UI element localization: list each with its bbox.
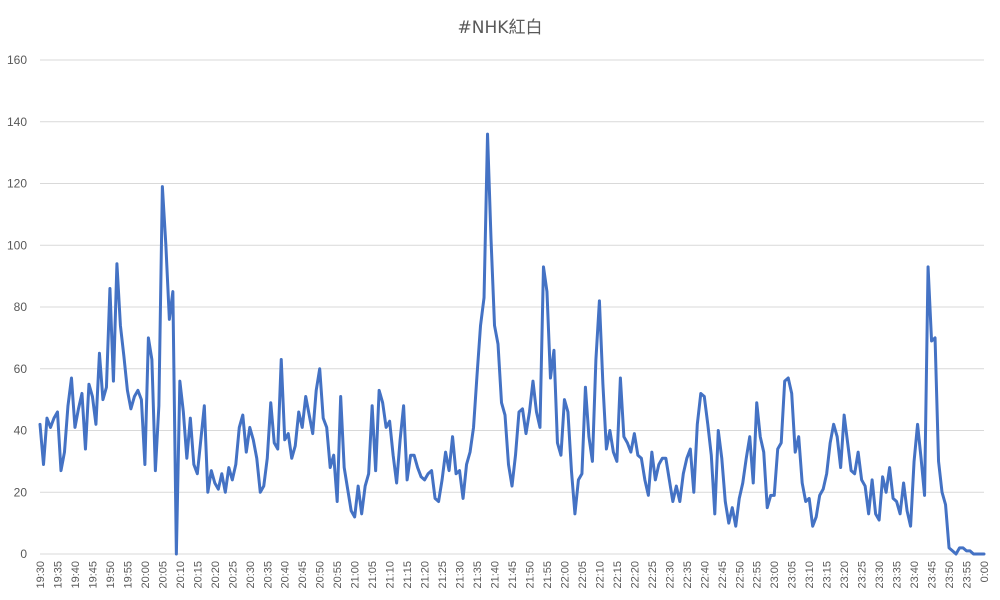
chart-title: #NHK紅白 (458, 18, 543, 38)
x-tick-label: 19:40 (70, 561, 82, 589)
x-tick-label: 23:10 (804, 561, 816, 589)
x-tick-label: 20:25 (227, 561, 239, 589)
x-tick-label: 21:00 (350, 561, 362, 589)
series-line (38, 132, 986, 556)
x-tick-label: 21:35 (472, 561, 484, 589)
x-tick-label: 20:55 (332, 561, 344, 589)
x-tick-label: 23:40 (909, 561, 921, 589)
x-tick-label: 22:10 (594, 561, 606, 589)
x-tick-label: 22:00 (559, 561, 571, 589)
x-tick-label: 22:35 (682, 561, 694, 589)
x-tick-label: 21:10 (385, 561, 397, 589)
y-axis: 0 20 40 60 80 100 120 140 160 (7, 53, 27, 561)
x-tick-label: 19:45 (87, 561, 99, 589)
gridlines (40, 59, 984, 555)
x-tick-label: 19:50 (105, 561, 117, 589)
x-tick-label: 22:30 (664, 561, 676, 589)
x-tick-label: 22:40 (699, 561, 711, 589)
x-tick-label: 22:15 (612, 561, 624, 589)
x-tick-label: 21:15 (402, 561, 414, 589)
x-tick-label: 22:20 (629, 561, 641, 589)
x-axis: 19:30 19:35 19:40 19:45 19:50 19:55 20:00 20:05… (35, 561, 991, 589)
x-tick-label: 23:20 (839, 561, 851, 589)
x-tick-label: 22:05 (577, 561, 589, 589)
x-tick-label: 21:30 (455, 561, 467, 589)
x-tick-label: 20:00 (140, 561, 152, 589)
x-tick-label: 21:55 (542, 561, 554, 589)
x-tick-label: 22:55 (752, 561, 764, 589)
x-tick-label: 21:25 (437, 561, 449, 589)
x-tick-label: 22:50 (734, 561, 746, 589)
x-tick-label: 20:45 (297, 561, 309, 589)
x-tick-label: 22:25 (647, 561, 659, 589)
x-tick-label: 20:20 (210, 561, 222, 589)
x-tick-label: 23:35 (892, 561, 904, 589)
y-tick-label: 100 (7, 238, 27, 252)
x-tick-label: 20:30 (245, 561, 257, 589)
x-tick-label: 20:50 (315, 561, 327, 589)
x-tick-label: 21:40 (490, 561, 502, 589)
x-tick-label: 23:05 (787, 561, 799, 589)
x-tick-label: 23:25 (857, 561, 869, 589)
x-tick-label: 23:55 (962, 561, 974, 589)
x-tick-label: 21:45 (507, 561, 519, 589)
x-tick-label: 19:30 (35, 561, 47, 589)
y-tick-label: 60 (14, 362, 28, 376)
x-tick-label: 23:45 (927, 561, 939, 589)
x-tick-label: 21:20 (420, 561, 432, 589)
x-tick-label: 23:50 (944, 561, 956, 589)
x-tick-label: 20:40 (280, 561, 292, 589)
x-tick-label: 20:05 (157, 561, 169, 589)
x-tick-label: 20:10 (175, 561, 187, 589)
x-tick-label: 21:05 (367, 561, 379, 589)
x-tick-label: 19:35 (52, 561, 64, 589)
x-tick-label: 21:50 (524, 561, 536, 589)
x-tick-label: 20:15 (192, 561, 204, 589)
x-tick-label: 22:45 (717, 561, 729, 589)
y-tick-label: 40 (14, 424, 28, 438)
y-tick-label: 160 (7, 53, 27, 67)
y-tick-label: 80 (14, 300, 28, 314)
x-tick-label: 23:15 (822, 561, 834, 589)
y-tick-label: 120 (7, 177, 27, 191)
y-tick-label: 20 (14, 485, 28, 499)
y-tick-label: 140 (7, 115, 27, 129)
series-layer (38, 132, 986, 556)
x-tick-label: 19:55 (122, 561, 134, 589)
x-tick-label: 0:00 (979, 561, 991, 582)
x-tick-label: 23:00 (769, 561, 781, 589)
y-tick-label: 0 (20, 547, 27, 561)
x-tick-label: 20:35 (262, 561, 274, 589)
x-tick-label: 23:30 (874, 561, 886, 589)
